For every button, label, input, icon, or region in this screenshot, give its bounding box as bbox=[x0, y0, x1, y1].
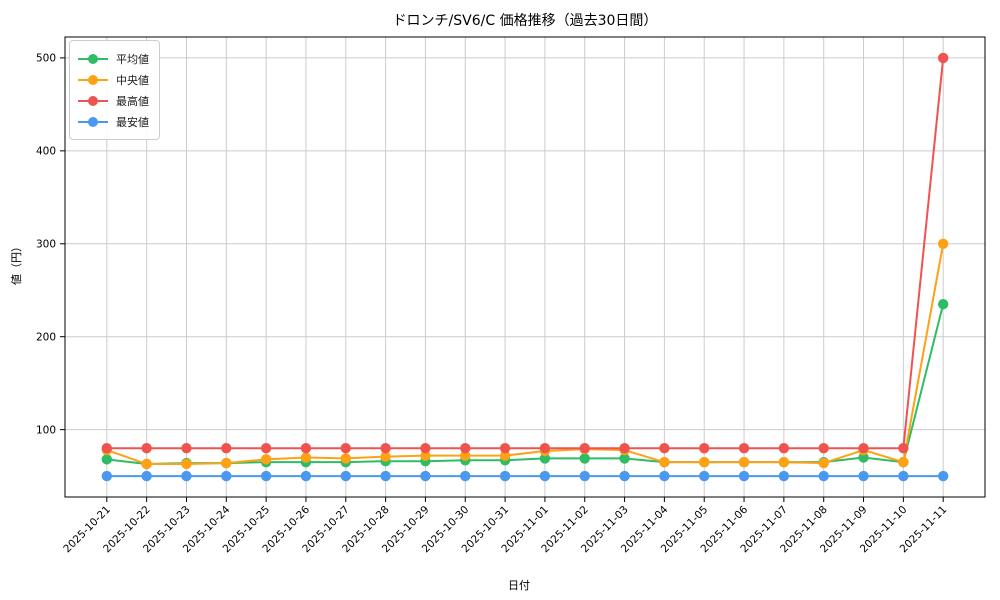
data-point bbox=[221, 470, 232, 482]
data-point bbox=[699, 470, 710, 482]
data-point bbox=[898, 456, 909, 468]
data-point bbox=[579, 470, 590, 482]
data-point bbox=[858, 470, 869, 482]
legend-item: 中央値 bbox=[78, 69, 149, 90]
data-point bbox=[460, 450, 471, 461]
data-point bbox=[141, 458, 152, 470]
data-point bbox=[300, 452, 312, 463]
plot-frame bbox=[64, 36, 986, 498]
data-point bbox=[659, 443, 670, 454]
data-point bbox=[300, 470, 312, 482]
legend-line-dot-icon bbox=[78, 74, 108, 85]
data-point bbox=[937, 238, 949, 249]
data-point bbox=[181, 443, 192, 454]
data-point bbox=[340, 443, 351, 454]
data-point bbox=[937, 470, 949, 482]
data-point bbox=[937, 298, 949, 310]
data-point bbox=[818, 443, 829, 454]
data-point bbox=[619, 453, 630, 464]
data-point bbox=[659, 470, 670, 482]
data-point bbox=[579, 443, 590, 454]
data-point bbox=[539, 443, 551, 454]
data-point bbox=[141, 470, 152, 482]
data-point bbox=[499, 450, 511, 461]
data-point bbox=[260, 443, 272, 454]
data-point bbox=[619, 470, 630, 482]
legend-line-dot-icon bbox=[78, 53, 108, 64]
chart-title: ドロンチ/SV6/C 価格推移（過去30日間） bbox=[392, 13, 658, 29]
data-point bbox=[420, 470, 431, 482]
legend-line-dot-icon bbox=[78, 116, 108, 127]
data-point bbox=[420, 443, 431, 454]
data-point bbox=[539, 470, 551, 482]
y-tick-label: 100 bbox=[36, 424, 56, 436]
data-point bbox=[738, 443, 750, 454]
legend: 平均値中央値最高値最安値 bbox=[69, 40, 160, 140]
data-point bbox=[659, 456, 670, 468]
data-point bbox=[778, 443, 790, 454]
data-point bbox=[181, 458, 192, 470]
data-point bbox=[499, 470, 511, 482]
legend-label: 平均値 bbox=[116, 52, 149, 66]
x-axis-label: 日付 bbox=[508, 579, 530, 592]
data-point bbox=[778, 456, 790, 468]
data-point bbox=[858, 452, 869, 463]
data-point bbox=[699, 456, 710, 468]
data-point bbox=[300, 443, 312, 454]
y-tick-label: 400 bbox=[36, 146, 56, 158]
legend-item: 最高値 bbox=[78, 90, 149, 111]
data-point bbox=[937, 52, 949, 64]
data-point bbox=[380, 470, 391, 482]
data-point bbox=[260, 454, 272, 465]
data-point bbox=[221, 443, 232, 454]
y-axis-label: 値（円） bbox=[10, 241, 23, 285]
legend-label: 最高値 bbox=[116, 94, 149, 108]
data-point bbox=[260, 470, 272, 482]
data-point bbox=[420, 450, 431, 461]
data-point bbox=[858, 443, 869, 454]
series-line bbox=[106, 57, 945, 450]
data-point bbox=[340, 470, 351, 482]
data-point bbox=[181, 470, 192, 482]
data-point bbox=[539, 453, 551, 464]
series-line bbox=[106, 243, 945, 466]
y-tick-label: 500 bbox=[36, 53, 56, 65]
data-point bbox=[499, 443, 511, 454]
data-point bbox=[738, 456, 750, 468]
data-point bbox=[778, 470, 790, 482]
legend-item: 最安値 bbox=[78, 111, 149, 132]
legend-label: 最安値 bbox=[116, 115, 149, 129]
legend-label: 中央値 bbox=[116, 73, 149, 87]
data-point bbox=[460, 443, 471, 454]
data-point bbox=[101, 454, 113, 465]
data-point bbox=[101, 443, 113, 454]
data-point bbox=[738, 470, 750, 482]
legend-line-dot-icon bbox=[78, 95, 108, 106]
data-point bbox=[898, 443, 909, 454]
data-point bbox=[699, 443, 710, 454]
data-point bbox=[818, 470, 829, 482]
data-point bbox=[579, 453, 590, 464]
data-point bbox=[460, 470, 471, 482]
series-line bbox=[106, 303, 945, 466]
data-point bbox=[380, 443, 391, 454]
data-point bbox=[221, 457, 232, 469]
data-point bbox=[141, 443, 152, 454]
legend-item: 平均値 bbox=[78, 48, 149, 69]
y-tick-label: 300 bbox=[36, 239, 56, 251]
data-point bbox=[619, 443, 630, 454]
data-point bbox=[340, 453, 351, 464]
data-point bbox=[818, 457, 829, 469]
y-tick-label: 200 bbox=[36, 331, 56, 343]
data-point bbox=[380, 451, 391, 462]
data-point bbox=[101, 470, 113, 482]
data-point bbox=[898, 470, 909, 482]
